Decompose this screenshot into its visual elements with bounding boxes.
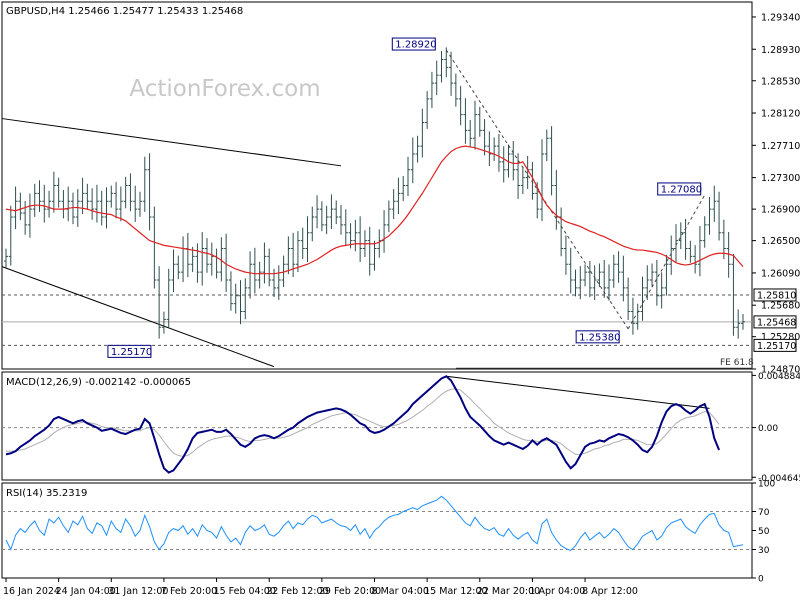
macd-header: MACD(12,26,9) -0.002142 -0.000065 <box>6 377 191 388</box>
rsi-panel-frame <box>1 482 753 579</box>
trendline-projection-dashed <box>445 49 629 330</box>
price-annotation-label: 1.28920 <box>395 40 436 51</box>
rsi-y-tick-label: 0 <box>758 575 764 585</box>
x-axis-label: 15 Mar 12:00 <box>424 586 487 597</box>
x-axis-label: 15 Feb 04:00 <box>214 586 276 597</box>
x-axis-label: 24 Jan 04:00 <box>56 586 116 597</box>
rsi-y-tick-label: 30 <box>758 546 770 556</box>
price-y-tick-label: 1.28120 <box>761 109 800 120</box>
x-axis-label: 22 Mar 20:00 <box>477 586 540 597</box>
watermark-text: ActionForex.com <box>129 76 320 102</box>
rsi-header: RSI(14) 35.2319 <box>6 488 87 499</box>
rsi-line <box>5 495 744 552</box>
price-box-label: 1.25170 <box>757 341 796 352</box>
price-box <box>753 338 797 352</box>
x-axis-label: 7 Feb 20:00 <box>161 586 217 597</box>
macd-trendline <box>446 375 710 409</box>
macd-y-tick-label: 0.004884 <box>758 372 800 382</box>
price-y-tick-label: 1.25280 <box>761 332 800 343</box>
price-y-tick-label: 1.26500 <box>761 236 800 247</box>
price-annotation-box <box>657 182 702 196</box>
x-axis-label: 8 Apr 12:00 <box>582 586 638 597</box>
macd-signal-line <box>6 388 720 457</box>
price-y-tick-label: 1.25680 <box>761 301 800 312</box>
price-y-tick-label: 1.26090 <box>761 268 800 279</box>
price-annotation-label: 1.25170 <box>111 347 152 358</box>
trendline-channel-bottom <box>1 266 275 368</box>
price-y-tick-label: 1.29340 <box>761 12 800 23</box>
macd-line <box>5 375 720 474</box>
x-axis-label: 8 Mar 04:00 <box>372 586 429 597</box>
fe-label: FE 61.8 <box>720 358 754 368</box>
macd-y-tick-label: -0.004645 <box>758 474 800 484</box>
price-y-tick-label: 1.28930 <box>761 45 800 56</box>
x-axis-label: 29 Feb 20:00 <box>319 586 381 597</box>
price-y-tick-label: 1.28530 <box>761 76 800 87</box>
x-axis-label: 31 Jan 12:00 <box>108 586 168 597</box>
price-annotation-box <box>107 344 152 358</box>
price-box-label: 1.25468 <box>757 317 796 328</box>
price-annotation-label: 1.27080 <box>661 184 702 195</box>
price-annotation-label: 1.25380 <box>579 332 620 343</box>
macd-panel-frame <box>1 371 753 481</box>
price-annotation-box <box>391 37 436 51</box>
price-y-tick-label: 1.24870 <box>761 365 800 376</box>
x-axis-label: 16 Jan 2024 <box>3 586 60 597</box>
price-box <box>753 315 797 329</box>
rsi-y-tick-label: 70 <box>758 508 770 518</box>
price-panel-frame <box>1 1 753 370</box>
price-box <box>753 288 797 302</box>
price-y-tick-label: 1.27300 <box>761 173 800 184</box>
price-y-tick-label: 1.27710 <box>761 141 800 152</box>
rsi-y-tick-label: 50 <box>758 527 770 537</box>
price-header: GBPUSD,H4 1.25466 1.25477 1.25433 1.2546… <box>6 6 243 17</box>
trendline-channel-top <box>1 118 342 167</box>
x-axis-label: 22 Feb 12:00 <box>266 586 328 597</box>
rsi-y-tick-label: 100 <box>758 480 775 490</box>
price-annotation-box <box>575 330 620 344</box>
moving-average-line <box>5 145 744 275</box>
price-y-tick-label: 1.26900 <box>761 205 800 216</box>
price-box-label: 1.25810 <box>757 290 796 301</box>
trendline-projection-dashed <box>627 194 706 330</box>
x-axis-label: 1 Apr 04:00 <box>529 586 585 597</box>
macd-y-tick-label: 0.00 <box>758 424 778 434</box>
